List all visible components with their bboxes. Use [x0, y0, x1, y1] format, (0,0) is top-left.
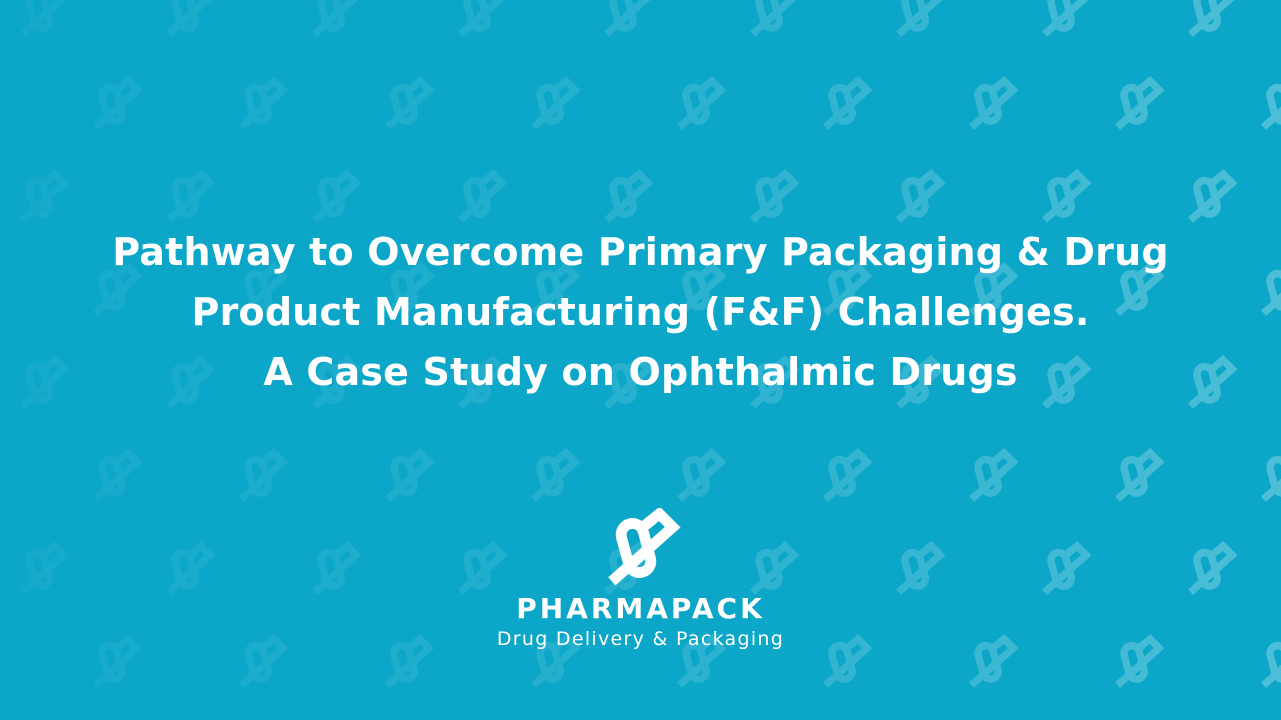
title-line-3: A Case Study on Ophthalmic Drugs — [263, 350, 1018, 394]
title-line-1: Pathway to Overcome Primary Packaging & … — [112, 230, 1169, 274]
brand-tagline: Drug Delivery & Packaging — [496, 628, 785, 650]
brand-wordmark: PHARMAPACK — [516, 592, 765, 625]
slide-title: Pathway to Overcome Primary Packaging & … — [0, 222, 1281, 402]
pharmapack-s-link-icon — [599, 508, 683, 588]
brand-lockup: PHARMAPACK Drug Delivery & Packaging — [0, 508, 1281, 650]
title-line-2: Product Manufacturing (F&F) Challenges. — [191, 290, 1090, 334]
